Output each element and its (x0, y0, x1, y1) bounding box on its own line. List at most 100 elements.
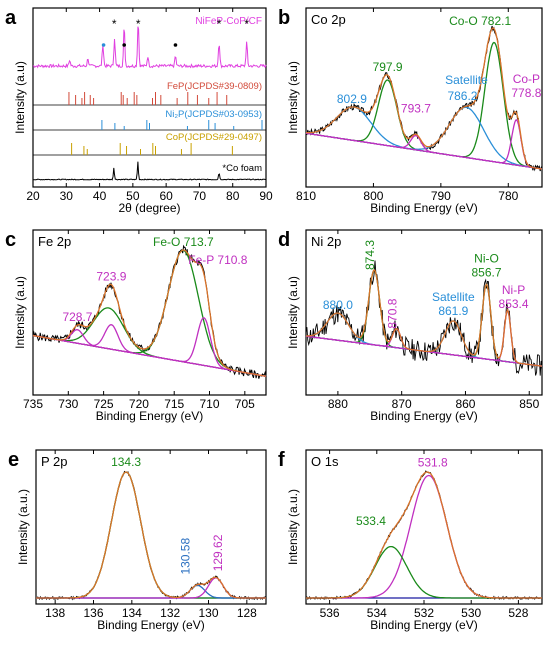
x-tick-label: 534 (367, 606, 387, 620)
fit-component-line (36, 471, 266, 599)
x-axis-label: Binding Energy (eV) (370, 201, 477, 215)
x-tick-label: 810 (296, 189, 316, 203)
peak-annotation: 531.8 (418, 455, 448, 469)
fit-component-line (306, 474, 542, 599)
raw-data-line (306, 470, 543, 601)
series-label-reference: FeP(JCPDS#39-0809) (167, 81, 262, 92)
series-label-reference: Ni₂P(JCPDS#03-0953) (165, 109, 262, 120)
peak-annotation: 874.3 (363, 240, 377, 270)
peak-annotation: Fe-P 710.8 (188, 253, 247, 267)
raw-data-line (35, 470, 267, 601)
x-tick-label: 725 (94, 397, 114, 411)
y-axis-label: Intensity (a.u.) (286, 489, 300, 565)
x-tick-label: 536 (320, 606, 340, 620)
peak-annotation: 728.7 (62, 310, 92, 324)
peak-annotation: 533.4 (356, 514, 386, 528)
x-tick-label: 130 (198, 606, 218, 620)
series-label-co-foam: *Co foam (222, 163, 262, 174)
plot-frame (305, 229, 543, 396)
panel-e: 138 136 134 132 130 128 Binding Energy (eV) Int… (8, 449, 267, 632)
x-tick-label: 530 (461, 606, 481, 620)
x-tick-label: 40 (93, 189, 107, 203)
x-tick-label: 90 (259, 189, 273, 203)
peak-annotation: 853.4 (499, 297, 529, 311)
peak-annotation: 870.8 (386, 298, 400, 328)
peak-annotation: 786.2 (447, 89, 477, 103)
peak-annotation: 793.7 (401, 101, 431, 115)
x-tick-label: 880 (328, 397, 348, 411)
peak-annotation: Satellite (432, 290, 475, 304)
x-tick-label: 850 (519, 397, 539, 411)
panel-title: Co 2p (311, 12, 346, 27)
x-tick-label: 132 (160, 606, 180, 620)
peak-dot-marker (122, 43, 127, 47)
plot-frame (35, 449, 267, 605)
x-tick-label: 128 (237, 606, 257, 620)
peak-annotation: Satellite (445, 73, 488, 87)
fit-component-line (305, 327, 543, 367)
fit-component-line (305, 132, 543, 170)
xrd-co-foam-line (32, 161, 266, 181)
peak-dot-marker (173, 43, 178, 47)
peak-annotation: 802.9 (337, 92, 367, 106)
plot-frame (305, 7, 543, 188)
y-axis-label: Intensity (a.u) (286, 61, 300, 134)
panel-title: O 1s (311, 454, 339, 469)
x-tick-label: 730 (58, 397, 78, 411)
x-tick-label: 80 (226, 189, 240, 203)
x-tick-label: 780 (498, 189, 518, 203)
peak-annotation: 723.9 (96, 270, 126, 284)
panel-f: 536 534 532 530 528 Binding Energy (eV) Intens… (278, 449, 543, 632)
peak-annotation: Fe-O 713.7 (153, 235, 214, 249)
peak-star-marker: * (244, 17, 249, 31)
peak-annotation: 129.62 (211, 534, 225, 571)
fit-envelope-line (306, 471, 542, 599)
x-tick-label: 800 (363, 189, 383, 203)
peak-annotation: 797.9 (373, 60, 403, 74)
panel-letter: b (278, 7, 290, 29)
x-tick-label: 70 (193, 189, 207, 203)
x-tick-label: 710 (199, 397, 219, 411)
peak-annotation: Ni-P (502, 283, 525, 297)
y-axis-label: Intensity (a.u) (13, 61, 27, 134)
x-tick-label: 860 (455, 397, 475, 411)
peak-annotation: Ni-O (474, 251, 499, 265)
x-tick-label: 60 (159, 189, 173, 203)
x-axis-label: Binding Energy (eV) (370, 618, 477, 632)
peak-annotation: 861.9 (438, 304, 468, 318)
y-axis-label: Intensity (a.u) (13, 276, 27, 349)
x-axis-label: 2θ (degree) (118, 201, 180, 215)
x-tick-label: 715 (164, 397, 184, 411)
series-label-reference: CoP(JCPDS#29-0497) (166, 132, 262, 143)
x-tick-label: 790 (431, 189, 451, 203)
fit-envelope-line (36, 471, 266, 599)
x-tick-label: 136 (83, 606, 103, 620)
peak-annotation: 778.8 (511, 86, 541, 100)
x-tick-label: 532 (414, 606, 434, 620)
panel-letter: f (278, 449, 285, 471)
x-axis-label: Binding Energy (eV) (370, 409, 477, 423)
peak-annotation: Co-O 782.1 (449, 14, 511, 28)
raw-data-line (305, 260, 543, 376)
x-tick-label: 870 (392, 397, 412, 411)
x-tick-label: 138 (45, 606, 65, 620)
panel-letter: a (5, 7, 17, 29)
y-axis-label: Intensity (a.u.) (16, 489, 30, 565)
peak-annotation: 880.0 (323, 298, 353, 312)
fit-component-line (306, 545, 542, 599)
x-tick-label: 50 (126, 189, 140, 203)
peak-star-marker: * (136, 17, 141, 31)
panel-a: 20 30 40 50 60 70 80 90 2θ (degree) Intensity (a.… (5, 7, 273, 215)
x-tick-label: 735 (23, 397, 43, 411)
peak-annotation: 134.3 (111, 455, 141, 469)
fit-component-line (36, 577, 266, 599)
fit-envelope-line (305, 27, 543, 170)
peak-annotation: 130.58 (178, 538, 192, 575)
x-tick-label: 134 (122, 606, 142, 620)
panel-letter: e (8, 449, 19, 471)
plot-frame (32, 229, 267, 396)
x-tick-label: 30 (60, 189, 74, 203)
xrd-sample-line (32, 26, 267, 69)
series-label-sample: NiFeP-CoP/CF (195, 16, 262, 27)
